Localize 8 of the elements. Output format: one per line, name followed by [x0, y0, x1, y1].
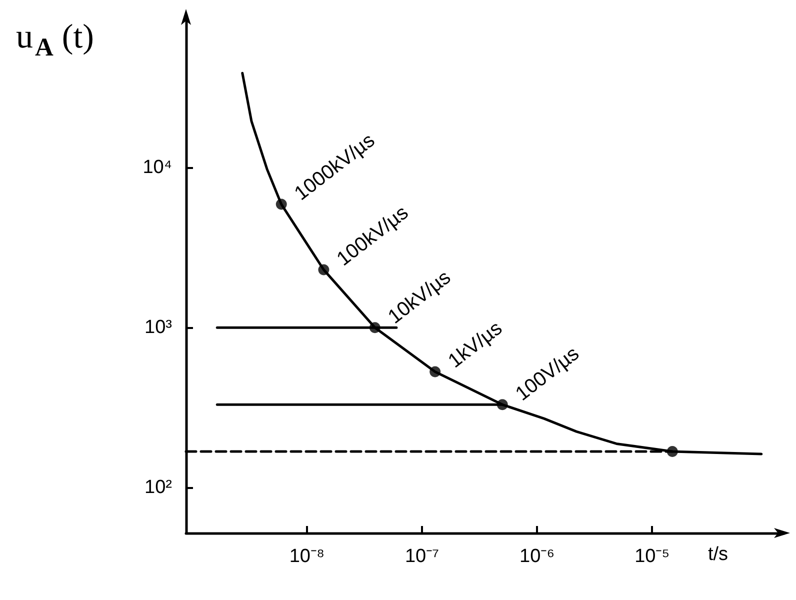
y-tick-label: 10⁴ [142, 157, 172, 178]
y-tick-label: 10² [144, 477, 172, 498]
y-tick-label: 10³ [144, 317, 172, 338]
x-tick-label: 10⁻⁷ [404, 546, 440, 567]
x-tick-label: 10⁻⁶ [520, 546, 555, 567]
x-tick-label: 10⁻⁸ [289, 546, 324, 567]
x-tick-label: 10⁻⁵ [634, 546, 670, 567]
x-axis-title: t/s [708, 544, 728, 565]
